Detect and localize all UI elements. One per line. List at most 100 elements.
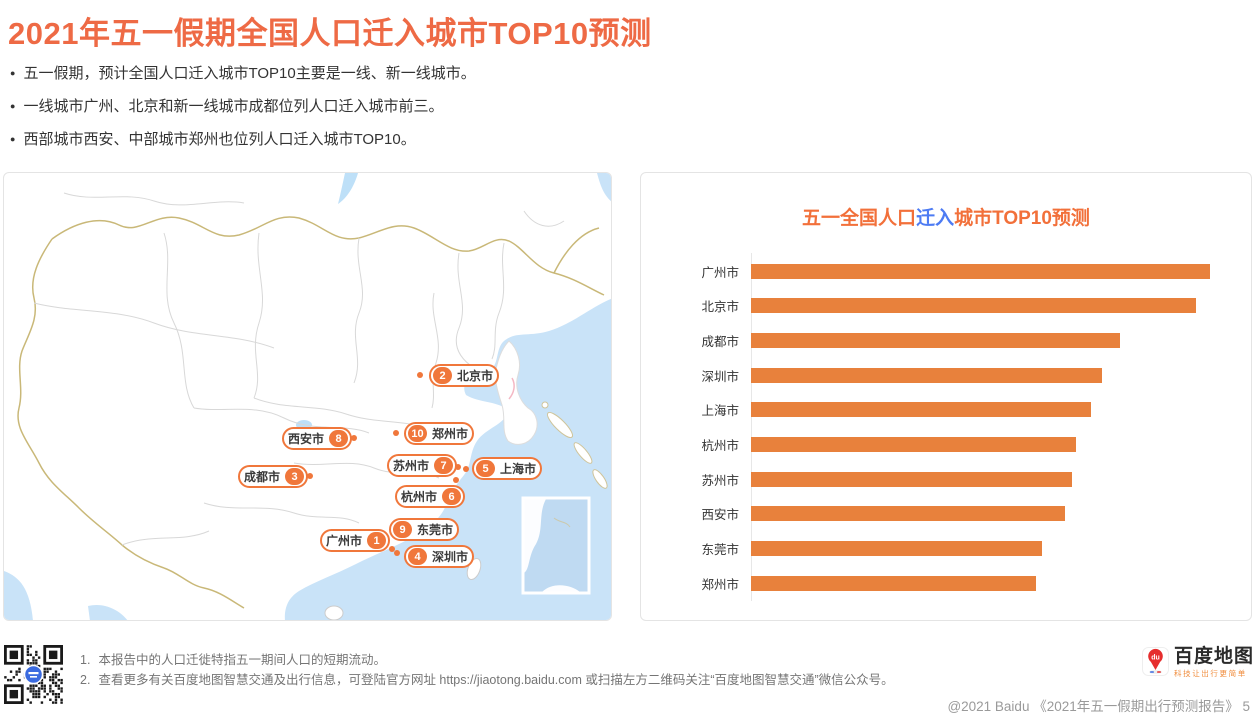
bar-label: 广州市 xyxy=(701,265,739,280)
chart-title: 五一全国人口迁入城市TOP10预测 xyxy=(641,203,1251,230)
rank-badge: 5 xyxy=(476,460,495,477)
dmz-line xyxy=(508,377,515,400)
chart-row: 东莞市 xyxy=(641,531,1251,566)
city-label: 成都市 xyxy=(244,470,281,484)
chart-row: 上海市 xyxy=(641,393,1251,428)
chart-row: 广州市 xyxy=(641,254,1251,289)
city-label: 郑州市 xyxy=(432,427,469,441)
bar xyxy=(751,402,1092,418)
footnotes: 本报告中的人口迁徙特指五一期间人口的短期流动。 查看更多有关百度地图智慧交通及出… xyxy=(80,650,894,690)
baidu-maps-pin-icon: du xyxy=(1142,647,1169,676)
chart-title-suffix: 城市TOP10预测 xyxy=(954,208,1090,229)
bar-label: 西安市 xyxy=(701,508,739,523)
svg-text:du: du xyxy=(1151,655,1160,662)
map-marker-dongguan: 9 东莞市 xyxy=(389,518,460,541)
china-map xyxy=(4,173,611,620)
chart-row: 成都市 xyxy=(641,323,1251,358)
rank-badge: 9 xyxy=(393,521,412,538)
bar xyxy=(751,333,1120,349)
city-dot-beijing xyxy=(417,372,423,378)
bar-label: 东莞市 xyxy=(701,542,739,557)
city-dot-chengdu xyxy=(307,473,313,479)
city-label: 东莞市 xyxy=(417,523,454,537)
bar-label: 郑州市 xyxy=(701,577,739,592)
rank-badge: 10 xyxy=(408,425,427,442)
copyright: @2021 Baidu 《2021年五一假期出行预测报告》 5 xyxy=(947,699,1250,714)
map-marker-shenzhen: 4 深圳市 xyxy=(404,545,475,568)
chart-row: 北京市 xyxy=(641,289,1251,324)
city-label: 杭州市 xyxy=(401,490,438,504)
city-dot-hangzhou xyxy=(453,477,459,483)
bar xyxy=(751,263,1210,279)
bar xyxy=(751,367,1103,383)
china-map-panel: 1 广州市 2 北京市 3 成都市 4 深圳市 5 上海市 6 杭州市 7 苏州… xyxy=(3,172,612,621)
bar-label: 上海市 xyxy=(701,404,739,419)
rank-badge: 8 xyxy=(329,430,349,447)
bar-track xyxy=(751,263,1251,279)
bar xyxy=(751,298,1196,314)
city-dot-zhengzhou xyxy=(393,430,399,436)
chart-y-axis-line xyxy=(751,253,752,601)
city-dot-suzhou xyxy=(455,464,461,470)
page-title: 2021年五一假期全国人口迁入城市TOP10预测 xyxy=(8,16,652,51)
bar-track xyxy=(751,506,1251,522)
map-marker-zhengzhou: 10 郑州市 xyxy=(404,422,475,445)
bar-rows: 广州市北京市成都市深圳市上海市杭州市苏州市西安市东莞市郑州市 xyxy=(641,254,1251,600)
bar-track xyxy=(751,333,1251,349)
city-dot-guangzhou xyxy=(389,546,395,552)
chart-row: 深圳市 xyxy=(641,358,1251,393)
baidu-maps-brand: du 百度地图 科技让出行更简单 xyxy=(1142,647,1254,679)
city-label: 深圳市 xyxy=(432,550,469,564)
bar xyxy=(751,506,1065,522)
brand-tagline: 科技让出行更简单 xyxy=(1174,669,1247,678)
bar xyxy=(751,540,1042,556)
rank-badge: 1 xyxy=(367,532,387,549)
rank-badge: 3 xyxy=(285,468,305,485)
hainan-island xyxy=(324,605,344,620)
brand-name: 百度地图 xyxy=(1174,646,1255,667)
city-label: 西安市 xyxy=(288,432,325,446)
bar-label: 深圳市 xyxy=(701,369,739,384)
map-marker-hangzhou: 6 杭州市 xyxy=(395,485,466,508)
city-label: 广州市 xyxy=(326,534,363,548)
bullet-item: 一线城市广州、北京和新一线城市成都位列人口迁入城市前三。 xyxy=(10,95,476,116)
chart-row: 西安市 xyxy=(641,496,1251,531)
map-marker-chengdu: 3 成都市 xyxy=(238,465,309,488)
rank-badge: 6 xyxy=(442,488,462,505)
city-dot-shanghai xyxy=(463,466,469,472)
footnote: 本报告中的人口迁徙特指五一期间人口的短期流动。 xyxy=(98,653,386,667)
city-dot-shenzhen xyxy=(394,550,400,556)
city-label: 北京市 xyxy=(457,369,494,383)
map-marker-guangzhou: 1 广州市 xyxy=(320,529,391,552)
rank-badge: 2 xyxy=(433,367,452,384)
national-border xyxy=(17,216,605,609)
footnote: 查看更多有关百度地图智慧交通及出行信息，可登陆官方网址 https://jiao… xyxy=(98,673,894,687)
bar-track xyxy=(751,402,1251,418)
bar-track xyxy=(751,540,1251,556)
city-dot-xian xyxy=(351,435,357,441)
bar-label: 北京市 xyxy=(701,300,739,315)
map-marker-xian: 8 西安市 xyxy=(282,427,353,450)
japan-islands xyxy=(541,401,608,489)
map-marker-suzhou: 7 苏州市 xyxy=(387,454,458,477)
chart-row: 苏州市 xyxy=(641,462,1251,497)
city-label: 苏州市 xyxy=(393,459,430,473)
map-marker-beijing: 2 北京市 xyxy=(429,364,500,387)
bar xyxy=(751,575,1036,591)
bar-label: 苏州市 xyxy=(701,473,739,488)
bar-label: 杭州市 xyxy=(701,439,739,454)
bar-track xyxy=(751,437,1251,453)
city-label: 上海市 xyxy=(500,462,537,476)
bullet-list: 五一假期，预计全国人口迁入城市TOP10主要是一线、新一线城市。 一线城市广州、… xyxy=(10,62,476,161)
bar xyxy=(751,471,1072,487)
bar xyxy=(751,437,1076,453)
qr-code xyxy=(4,645,63,704)
chart-title-highlight: 迁入 xyxy=(916,208,955,229)
south-china-sea-inset xyxy=(521,496,591,595)
chart-title-prefix: 五一全国人口 xyxy=(802,208,917,229)
chart-row: 郑州市 xyxy=(641,566,1251,601)
bar-track xyxy=(751,471,1251,487)
map-marker-shanghai: 5 上海市 xyxy=(472,457,543,480)
bullet-item: 五一假期，预计全国人口迁入城市TOP10主要是一线、新一线城市。 xyxy=(10,62,475,83)
